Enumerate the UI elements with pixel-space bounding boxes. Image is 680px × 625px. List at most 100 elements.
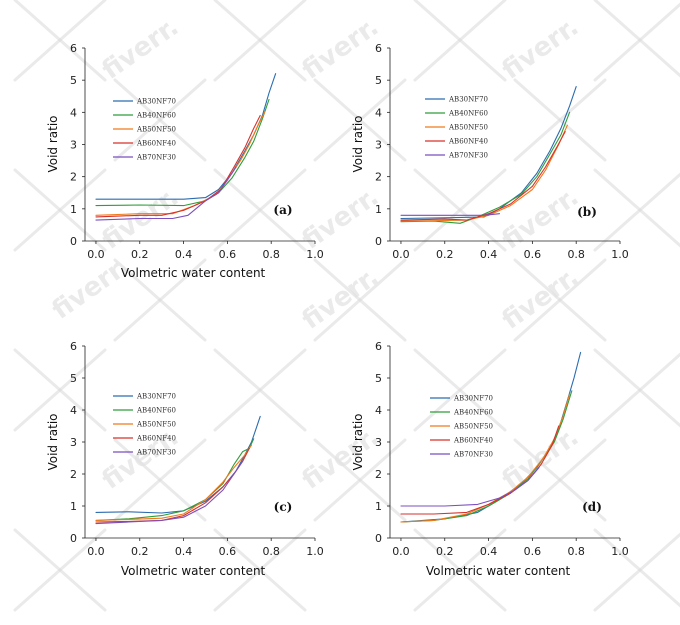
legend: AB30NF70 AB40NF60 AB50NF50 AB60NF40 AB70NF30 <box>113 98 176 162</box>
legend-label: AB40NF60 <box>136 407 176 415</box>
x-tick-label: 0.2 <box>436 248 454 261</box>
y-tick-label: 0 <box>375 235 382 248</box>
series-line-ab50nf50 <box>95 444 253 521</box>
x-tick-label: 1.0 <box>611 545 629 558</box>
x-tick-label: 0.4 <box>480 545 498 558</box>
y-tick-label: 5 <box>70 74 77 87</box>
series-line-ab40nf60 <box>95 438 255 521</box>
watermark-stroke <box>593 172 680 252</box>
y-tick-label: 3 <box>375 436 382 449</box>
y-tick-label: 0 <box>375 532 382 545</box>
y-tick-label: 5 <box>70 372 77 385</box>
series-line-ab70nf30 <box>95 166 237 221</box>
x-tick-label: 0.0 <box>392 545 410 558</box>
watermark-stroke <box>413 348 507 432</box>
chart-panel: 0 1 2 3 4 5 6 0.0 0.2 0.4 0.6 0.8 1.0 Volmetric water… <box>351 340 629 578</box>
y-tick-label: 4 <box>375 404 382 417</box>
legend-label: AB50NF50 <box>136 421 176 429</box>
legend-label: AB70NF30 <box>448 152 488 160</box>
legend-label: AB40NF60 <box>448 110 488 118</box>
legend-label: AB30NF70 <box>448 96 488 104</box>
y-axis-title: Void ratio <box>46 115 60 172</box>
watermark-stroke <box>593 532 680 612</box>
x-tick-label: 0.4 <box>175 248 193 261</box>
legend-label: AB60NF40 <box>453 437 493 445</box>
y-tick-label: 3 <box>70 139 77 152</box>
watermark-stroke <box>593 2 680 82</box>
legend: AB30NF70 AB40NF60 AB50NF50 AB60NF40 AB70NF30 <box>425 96 488 160</box>
legend-label: AB50NF50 <box>136 126 176 134</box>
y-tick-label: 1 <box>375 500 382 513</box>
y-tick-label: 5 <box>375 74 382 87</box>
watermark-text: fiverr. <box>297 262 384 336</box>
y-tick-label: 6 <box>70 340 77 353</box>
legend-label: AB70NF30 <box>136 449 176 457</box>
y-tick-label: 6 <box>375 340 382 353</box>
legend: AB30NF70 AB40NF60 AB50NF50 AB60NF40 AB70NF30 <box>430 395 493 459</box>
watermark-text: fiverr. <box>497 262 584 336</box>
watermark-stroke <box>13 348 107 432</box>
watermark-stroke <box>113 78 207 162</box>
x-tick-label: 0.6 <box>219 545 237 558</box>
series-line-ab70nf30 <box>400 213 501 216</box>
x-tick-label: 0.0 <box>87 248 105 261</box>
y-tick-label: 4 <box>70 404 77 417</box>
series-line-ab60nf40 <box>400 131 566 221</box>
watermark-stroke <box>593 352 680 432</box>
chart-panels: 0 1 2 3 4 5 6 0.0 0.2 0.4 0.6 0.8 1.0 Volmetric water… <box>46 42 629 578</box>
series-line-ab40nf60 <box>400 390 573 523</box>
watermark-stroke <box>13 168 107 252</box>
x-tick-label: 0.6 <box>219 248 237 261</box>
panel-label: (c) <box>274 500 293 514</box>
legend-label: AB60NF40 <box>448 138 488 146</box>
watermark-stroke <box>113 258 207 342</box>
x-axis-title: Volmetric water content <box>121 266 266 280</box>
watermark-stroke <box>213 528 307 612</box>
legend: AB30NF70 AB40NF60 AB50NF50 AB60NF40 AB70NF30 <box>113 393 176 457</box>
series-line-ab50nf50 <box>95 111 266 216</box>
watermark-stroke <box>13 0 107 82</box>
x-tick-label: 0.0 <box>392 248 410 261</box>
x-tick-label: 0.8 <box>262 545 280 558</box>
legend-label: AB50NF50 <box>453 423 493 431</box>
panel-label: (d) <box>582 500 602 514</box>
x-tick-label: 0.8 <box>262 248 280 261</box>
chart-panel: 0 1 2 3 4 5 6 0.0 0.2 0.4 0.6 0.8 1.0 Void ratio AB30N… <box>351 42 629 261</box>
y-tick-label: 5 <box>375 372 382 385</box>
watermark-stroke <box>313 258 407 342</box>
watermark-text: fiverr. <box>297 182 384 256</box>
y-axis-title: Void ratio <box>351 115 365 172</box>
legend-label: AB70NF30 <box>136 154 176 162</box>
watermark-stroke <box>413 528 507 612</box>
y-tick-label: 1 <box>70 500 77 513</box>
y-tick-label: 6 <box>70 42 77 55</box>
y-tick-label: 2 <box>70 468 77 481</box>
y-tick-label: 0 <box>70 532 77 545</box>
x-tick-label: 0.4 <box>175 545 193 558</box>
series-line-ab60nf40 <box>95 114 261 218</box>
y-tick-label: 6 <box>375 42 382 55</box>
y-tick-label: 3 <box>70 436 77 449</box>
series-line-ab70nf30 <box>95 460 244 525</box>
x-tick-label: 0.4 <box>480 248 498 261</box>
x-tick-label: 1.0 <box>306 545 324 558</box>
y-tick-label: 4 <box>375 106 382 119</box>
series-line-ab40nf60 <box>400 111 571 224</box>
chart-panel: 0 1 2 3 4 5 6 0.0 0.2 0.4 0.6 0.8 1.0 Volmetric water… <box>46 340 324 578</box>
y-tick-label: 4 <box>70 106 77 119</box>
legend-label: AB60NF40 <box>136 140 176 148</box>
y-tick-label: 0 <box>70 235 77 248</box>
x-tick-label: 0.6 <box>524 248 542 261</box>
legend-label: AB30NF70 <box>453 395 493 403</box>
legend-label: AB50NF50 <box>448 124 488 132</box>
y-axis-title: Void ratio <box>351 413 365 470</box>
chart-panel: 0 1 2 3 4 5 6 0.0 0.2 0.4 0.6 0.8 1.0 Volmetric water… <box>46 42 324 280</box>
series-line-ab50nf50 <box>400 124 568 222</box>
legend-label: AB60NF40 <box>136 435 176 443</box>
y-tick-label: 1 <box>375 203 382 216</box>
watermark-text: fiverr. <box>97 12 184 86</box>
watermark: fiverr. fiverr. fiverr.fiverr. fiverr. fiver… <box>13 0 680 612</box>
x-tick-label: 0.2 <box>131 545 149 558</box>
y-axis-title: Void ratio <box>46 413 60 470</box>
watermark-stroke <box>513 258 607 342</box>
